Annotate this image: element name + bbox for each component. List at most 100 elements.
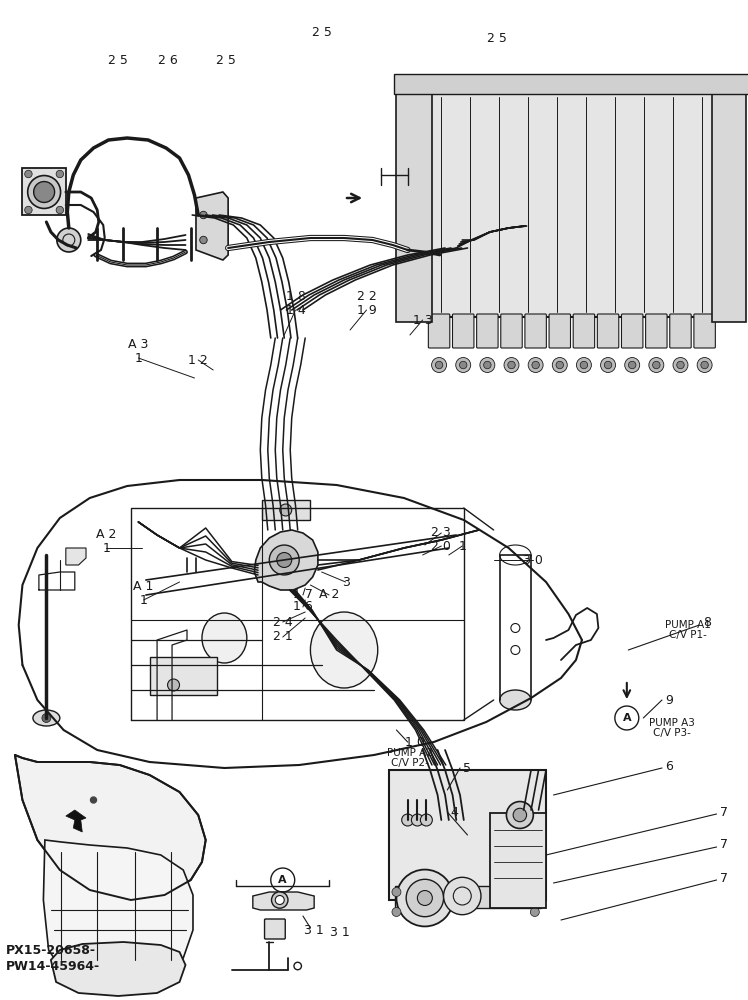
Circle shape <box>444 877 481 915</box>
Text: 1: 1 <box>459 540 466 552</box>
Polygon shape <box>51 942 186 996</box>
Circle shape <box>504 358 519 372</box>
Text: 8: 8 <box>703 616 711 630</box>
Text: A 2: A 2 <box>319 588 340 601</box>
Text: PW14-45964-: PW14-45964- <box>6 960 100 973</box>
FancyBboxPatch shape <box>694 314 715 348</box>
Text: 3: 3 <box>342 575 349 588</box>
Text: 1 9: 1 9 <box>357 304 376 316</box>
Circle shape <box>456 358 470 372</box>
Polygon shape <box>253 892 314 910</box>
FancyBboxPatch shape <box>549 314 571 348</box>
FancyBboxPatch shape <box>573 314 595 348</box>
FancyBboxPatch shape <box>453 314 474 348</box>
Text: 7: 7 <box>720 871 728 884</box>
Circle shape <box>628 361 636 369</box>
Circle shape <box>701 361 708 369</box>
Circle shape <box>480 358 495 372</box>
Text: 2 5: 2 5 <box>216 53 236 66</box>
Text: 1 4: 1 4 <box>286 304 305 316</box>
FancyBboxPatch shape <box>428 82 716 317</box>
Circle shape <box>200 211 207 219</box>
FancyBboxPatch shape <box>622 314 643 348</box>
Circle shape <box>392 888 401 896</box>
Text: 1 3: 1 3 <box>413 314 432 327</box>
Text: 1 2: 1 2 <box>188 354 208 366</box>
Polygon shape <box>712 92 746 322</box>
Text: 3 1: 3 1 <box>304 924 324 936</box>
Text: PUMP A3: PUMP A3 <box>649 718 695 728</box>
FancyBboxPatch shape <box>429 314 450 348</box>
Circle shape <box>420 814 432 826</box>
FancyBboxPatch shape <box>476 314 498 348</box>
Circle shape <box>277 553 292 567</box>
Text: 2 5: 2 5 <box>108 53 128 66</box>
Text: C/V P3-: C/V P3- <box>653 728 690 738</box>
FancyBboxPatch shape <box>395 886 541 908</box>
Text: 1: 1 <box>135 352 142 364</box>
Circle shape <box>528 358 543 372</box>
Text: 9: 9 <box>666 694 673 706</box>
FancyBboxPatch shape <box>490 813 546 908</box>
Circle shape <box>417 891 432 905</box>
Polygon shape <box>66 810 86 832</box>
Text: 1 7: 1 7 <box>293 588 313 601</box>
Text: 1: 1 <box>102 542 110 554</box>
Text: 2 3: 2 3 <box>432 526 451 540</box>
Text: 2 4: 2 4 <box>273 615 292 629</box>
Text: 2 6: 2 6 <box>159 53 178 66</box>
Polygon shape <box>262 500 310 520</box>
Circle shape <box>625 358 640 372</box>
Polygon shape <box>22 168 66 215</box>
Text: A: A <box>622 713 631 723</box>
Circle shape <box>532 361 539 369</box>
Text: C/V P2-: C/V P2- <box>391 758 429 768</box>
Text: 1 0: 1 0 <box>405 736 425 748</box>
Text: A 3: A 3 <box>128 338 149 352</box>
Text: PUMP A1: PUMP A1 <box>665 620 711 630</box>
Text: 2 5: 2 5 <box>488 31 507 44</box>
Text: 1 6: 1 6 <box>293 600 313 613</box>
Circle shape <box>506 802 533 828</box>
Text: A 1: A 1 <box>133 580 154 593</box>
Polygon shape <box>196 192 228 260</box>
Circle shape <box>275 896 284 904</box>
Text: 4: 4 <box>451 806 459 818</box>
FancyBboxPatch shape <box>389 770 546 900</box>
Circle shape <box>411 814 423 826</box>
Polygon shape <box>43 840 193 988</box>
Circle shape <box>601 358 616 372</box>
Circle shape <box>280 504 292 516</box>
Circle shape <box>435 361 443 369</box>
Circle shape <box>513 808 527 822</box>
Circle shape <box>580 361 588 369</box>
Circle shape <box>25 206 32 214</box>
Circle shape <box>392 908 401 916</box>
Circle shape <box>272 892 288 908</box>
Circle shape <box>673 358 688 372</box>
Circle shape <box>396 870 453 926</box>
Polygon shape <box>254 530 318 590</box>
Text: C/V P1-: C/V P1- <box>669 630 707 640</box>
Circle shape <box>34 182 55 202</box>
Text: 6: 6 <box>666 761 673 774</box>
Text: 7: 7 <box>720 806 728 818</box>
Ellipse shape <box>310 612 378 688</box>
Text: 2 5: 2 5 <box>312 26 331 39</box>
Circle shape <box>677 361 684 369</box>
Polygon shape <box>394 74 748 94</box>
Circle shape <box>56 170 64 178</box>
Circle shape <box>556 361 563 369</box>
Text: 3 0: 3 0 <box>523 554 542 566</box>
Circle shape <box>530 908 539 916</box>
Text: 1: 1 <box>140 593 147 606</box>
Circle shape <box>406 879 444 917</box>
FancyBboxPatch shape <box>669 314 691 348</box>
Circle shape <box>697 358 712 372</box>
Circle shape <box>402 814 414 826</box>
Circle shape <box>56 206 64 214</box>
Circle shape <box>200 236 207 244</box>
Text: 2 0: 2 0 <box>432 540 451 552</box>
Text: A 2: A 2 <box>96 528 117 542</box>
Ellipse shape <box>202 613 247 663</box>
